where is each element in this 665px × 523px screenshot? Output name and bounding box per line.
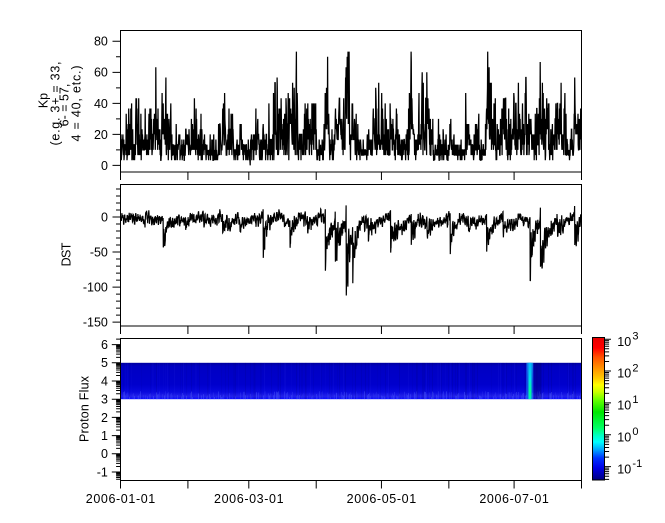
svg-text:60: 60	[94, 66, 108, 80]
svg-text:2006-07-01: 2006-07-01	[479, 492, 549, 506]
svg-text:-100: -100	[83, 281, 108, 295]
svg-text:2006-05-01: 2006-05-01	[347, 492, 417, 506]
svg-text:6: 6	[101, 338, 108, 352]
svg-text:4: 4	[101, 374, 108, 388]
svg-text:4 = 40, etc.): 4 = 40, etc.)	[69, 66, 83, 142]
svg-text:40: 40	[94, 97, 108, 111]
svg-text:Kp: Kp	[36, 93, 50, 108]
svg-text:2006-01-01: 2006-01-01	[86, 492, 156, 506]
svg-text:(e.g. 3+ = 33,: (e.g. 3+ = 33,	[48, 61, 62, 145]
svg-text:0: 0	[101, 210, 108, 224]
svg-text:DST: DST	[59, 242, 73, 266]
svg-text:-150: -150	[83, 316, 108, 330]
svg-text:2006-03-01: 2006-03-01	[214, 492, 284, 506]
svg-text:Proton Flux: Proton Flux	[78, 375, 92, 442]
svg-text:1: 1	[101, 429, 108, 443]
svg-text:2: 2	[101, 411, 108, 425]
svg-text:80: 80	[94, 35, 108, 49]
svg-text:0: 0	[101, 159, 108, 173]
svg-text:-50: -50	[90, 245, 108, 259]
svg-text:6- = 57,: 6- = 57,	[58, 84, 72, 127]
svg-text:20: 20	[94, 128, 108, 142]
svg-text:-1: -1	[97, 465, 108, 479]
svg-text:5: 5	[101, 356, 108, 370]
svg-text:3: 3	[101, 393, 108, 407]
svg-text:0: 0	[101, 447, 108, 461]
